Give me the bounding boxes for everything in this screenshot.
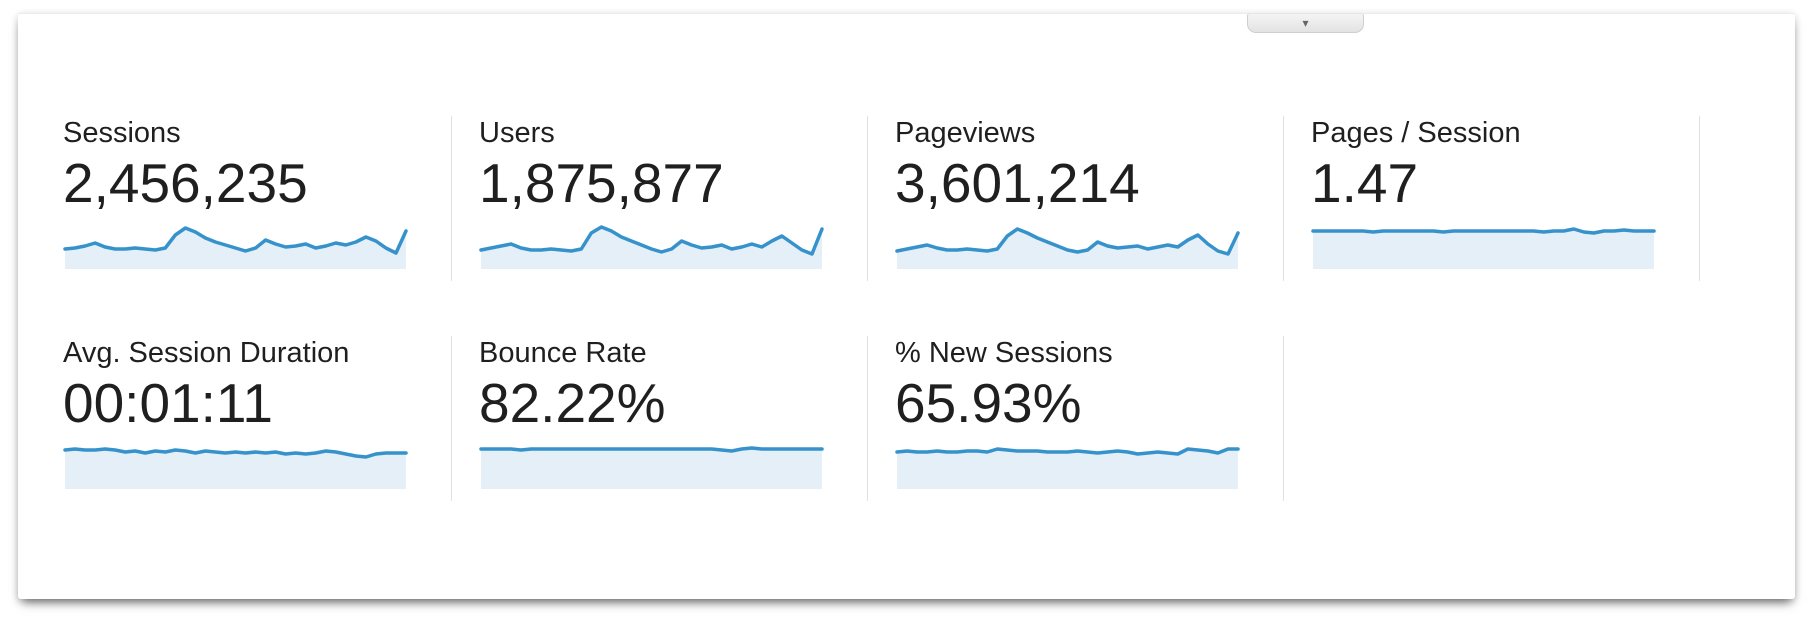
metric-label: Pages / Session [1311,117,1521,149]
metric-value: 00:01:11 [63,372,274,434]
chevron-down-icon: ▾ [1302,16,1309,30]
metric-label: Bounce Rate [479,337,647,369]
metric-value: 3,601,214 [895,152,1140,214]
metric-label: Sessions [63,117,181,149]
metric-value: 82.22% [479,372,666,434]
metric-value: 1,875,877 [479,152,724,214]
metric-tile-pageviews[interactable]: Pageviews 3,601,214 [895,116,1284,281]
metric-label: Users [479,117,555,149]
sparkline-sessions [63,226,408,269]
metric-value: 1.47 [1311,152,1419,214]
metric-tile-avg-session-duration[interactable]: Avg. Session Duration 00:01:11 [63,336,452,501]
metric-value: 2,456,235 [63,152,308,214]
sparkline-pageviews [895,227,1240,269]
sparkline-percent-new-sessions [895,447,1240,489]
metric-tile-sessions[interactable]: Sessions 2,456,235 [63,116,452,281]
metric-tile-pages-per-session[interactable]: Pages / Session 1.47 [1311,116,1700,281]
sparkline-users [479,225,824,269]
sparkline-pages-per-session [1311,227,1656,269]
metric-tile-users[interactable]: Users 1,875,877 [479,116,868,281]
metric-tile-bounce-rate[interactable]: Bounce Rate 82.22% [479,336,868,501]
metric-tile-percent-new-sessions[interactable]: % New Sessions 65.93% [895,336,1284,501]
metrics-row-1: Sessions 2,456,235 Users 1,875,877 Pagev… [63,116,1727,281]
metric-label: Avg. Session Duration [63,337,350,369]
metric-label: % New Sessions [895,337,1113,369]
metrics-row-2: Avg. Session Duration 00:01:11 Bounce Ra… [63,336,1311,501]
sparkline-bounce-rate [479,446,824,489]
sparkline-avg-session-duration [63,447,408,489]
metrics-panel: ▾ Sessions 2,456,235 Users 1,875,877 Pag… [18,13,1795,599]
metric-value: 65.93% [895,372,1082,434]
metric-label: Pageviews [895,117,1036,149]
collapse-panel-button[interactable]: ▾ [1247,13,1364,33]
